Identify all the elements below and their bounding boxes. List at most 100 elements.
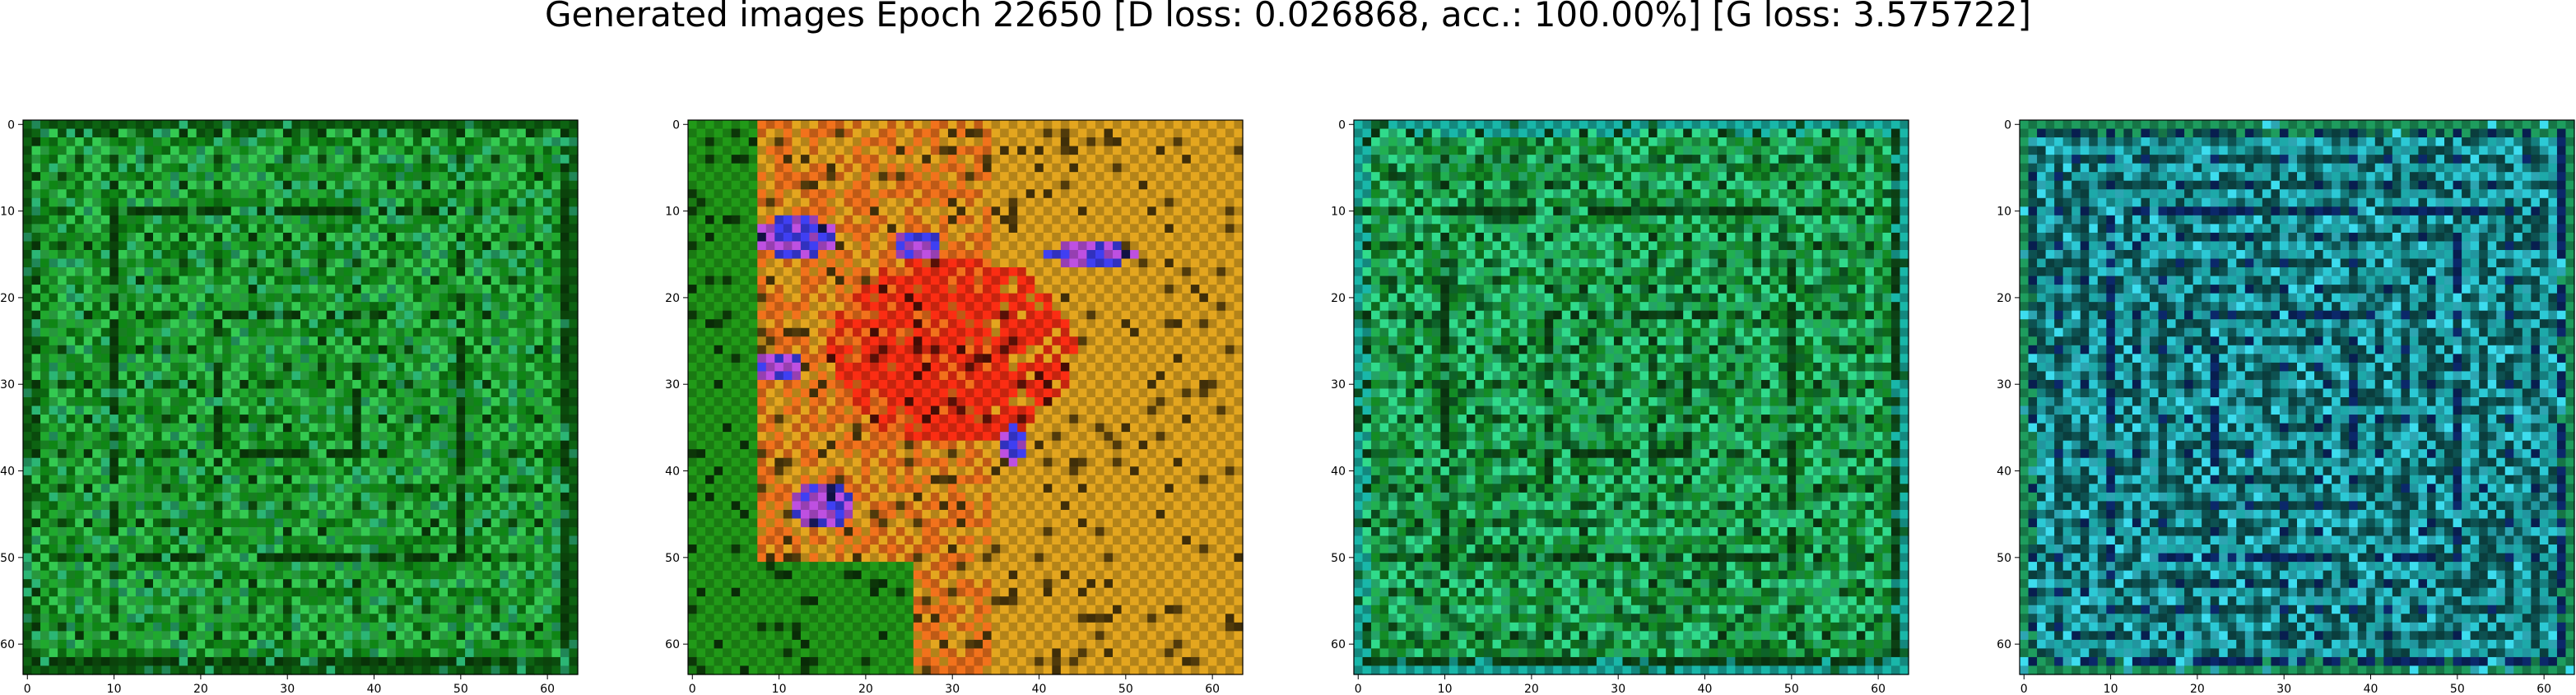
pixel bbox=[1165, 120, 1174, 130]
pixel bbox=[92, 622, 102, 632]
pixel bbox=[517, 518, 527, 528]
pixel bbox=[696, 172, 706, 182]
pixel bbox=[500, 484, 509, 493]
pixel bbox=[31, 622, 41, 632]
pixel bbox=[326, 319, 336, 329]
pixel bbox=[100, 206, 110, 216]
pixel bbox=[465, 327, 475, 337]
pixel bbox=[83, 656, 93, 667]
pixel bbox=[75, 492, 85, 502]
pixel bbox=[92, 484, 102, 493]
pixel bbox=[188, 501, 198, 511]
pixel bbox=[360, 614, 370, 623]
pixel bbox=[542, 449, 553, 459]
pixel bbox=[318, 285, 328, 294]
pixel bbox=[257, 466, 267, 476]
pixel bbox=[318, 241, 328, 251]
pixel bbox=[947, 146, 958, 155]
pixel bbox=[40, 232, 50, 243]
pixel bbox=[318, 570, 328, 580]
pixel bbox=[370, 336, 379, 346]
pixel bbox=[274, 354, 284, 364]
pixel bbox=[439, 189, 449, 199]
pixel bbox=[291, 371, 301, 381]
pixel bbox=[508, 319, 518, 329]
pixel bbox=[152, 146, 163, 155]
pixel bbox=[508, 241, 518, 251]
pixel bbox=[1077, 163, 1088, 173]
pixel bbox=[551, 362, 561, 373]
pixel bbox=[439, 570, 449, 580]
pixel bbox=[430, 241, 440, 251]
pixel bbox=[1060, 172, 1070, 182]
pixel bbox=[456, 319, 466, 329]
pixel bbox=[534, 466, 544, 476]
pixel bbox=[360, 362, 370, 373]
pixel bbox=[100, 631, 110, 641]
pixel bbox=[482, 432, 492, 442]
pixel bbox=[534, 285, 544, 294]
pixel bbox=[179, 163, 188, 173]
pixel bbox=[205, 354, 215, 364]
pixel bbox=[257, 197, 267, 207]
pixel bbox=[757, 146, 767, 155]
pixel bbox=[282, 224, 293, 234]
pixel bbox=[75, 155, 85, 164]
pixel bbox=[378, 197, 388, 207]
pixel bbox=[282, 163, 293, 173]
pixel bbox=[127, 180, 137, 190]
pixel bbox=[748, 232, 758, 243]
pixel bbox=[404, 302, 414, 312]
pixel bbox=[23, 371, 33, 381]
pixel bbox=[66, 457, 76, 467]
pixel bbox=[118, 371, 128, 381]
pixel bbox=[482, 639, 492, 650]
pixel bbox=[188, 285, 198, 294]
pixel bbox=[248, 224, 258, 234]
pixel bbox=[922, 155, 932, 164]
pixel bbox=[40, 622, 50, 632]
pixel bbox=[491, 509, 500, 520]
pixel bbox=[404, 224, 414, 234]
pixel bbox=[965, 232, 975, 243]
pixel bbox=[551, 440, 561, 450]
pixel bbox=[983, 120, 993, 130]
pixel bbox=[534, 518, 544, 528]
pixel bbox=[517, 163, 527, 173]
pixel bbox=[525, 501, 535, 511]
pixel bbox=[40, 302, 50, 312]
pixel bbox=[456, 432, 466, 442]
pixel bbox=[947, 197, 958, 207]
pixel bbox=[230, 605, 240, 614]
pixel bbox=[31, 258, 41, 268]
pixel bbox=[248, 258, 258, 268]
pixel bbox=[127, 189, 137, 199]
pixel bbox=[930, 120, 941, 130]
pixel bbox=[1008, 120, 1018, 130]
pixel bbox=[1060, 155, 1070, 164]
pixel bbox=[517, 579, 527, 589]
pixel bbox=[473, 163, 483, 173]
pixel bbox=[560, 457, 570, 467]
pixel bbox=[525, 526, 535, 537]
pixel bbox=[1138, 155, 1148, 164]
pixel bbox=[83, 319, 93, 329]
pixel bbox=[127, 501, 137, 511]
pixel bbox=[352, 120, 362, 130]
pixel bbox=[439, 484, 449, 493]
pixel bbox=[387, 423, 397, 433]
pixel bbox=[465, 189, 475, 199]
pixel bbox=[152, 362, 163, 373]
pixel bbox=[144, 189, 154, 199]
pixel bbox=[939, 189, 949, 199]
pixel bbox=[118, 466, 128, 476]
pixel bbox=[118, 492, 128, 502]
pixel bbox=[387, 631, 397, 641]
pixel bbox=[765, 189, 775, 199]
pixel bbox=[92, 232, 102, 243]
pixel bbox=[542, 466, 553, 476]
pixel bbox=[412, 241, 423, 251]
pixel bbox=[265, 189, 276, 199]
pixel bbox=[274, 155, 284, 164]
pixel bbox=[100, 415, 110, 424]
